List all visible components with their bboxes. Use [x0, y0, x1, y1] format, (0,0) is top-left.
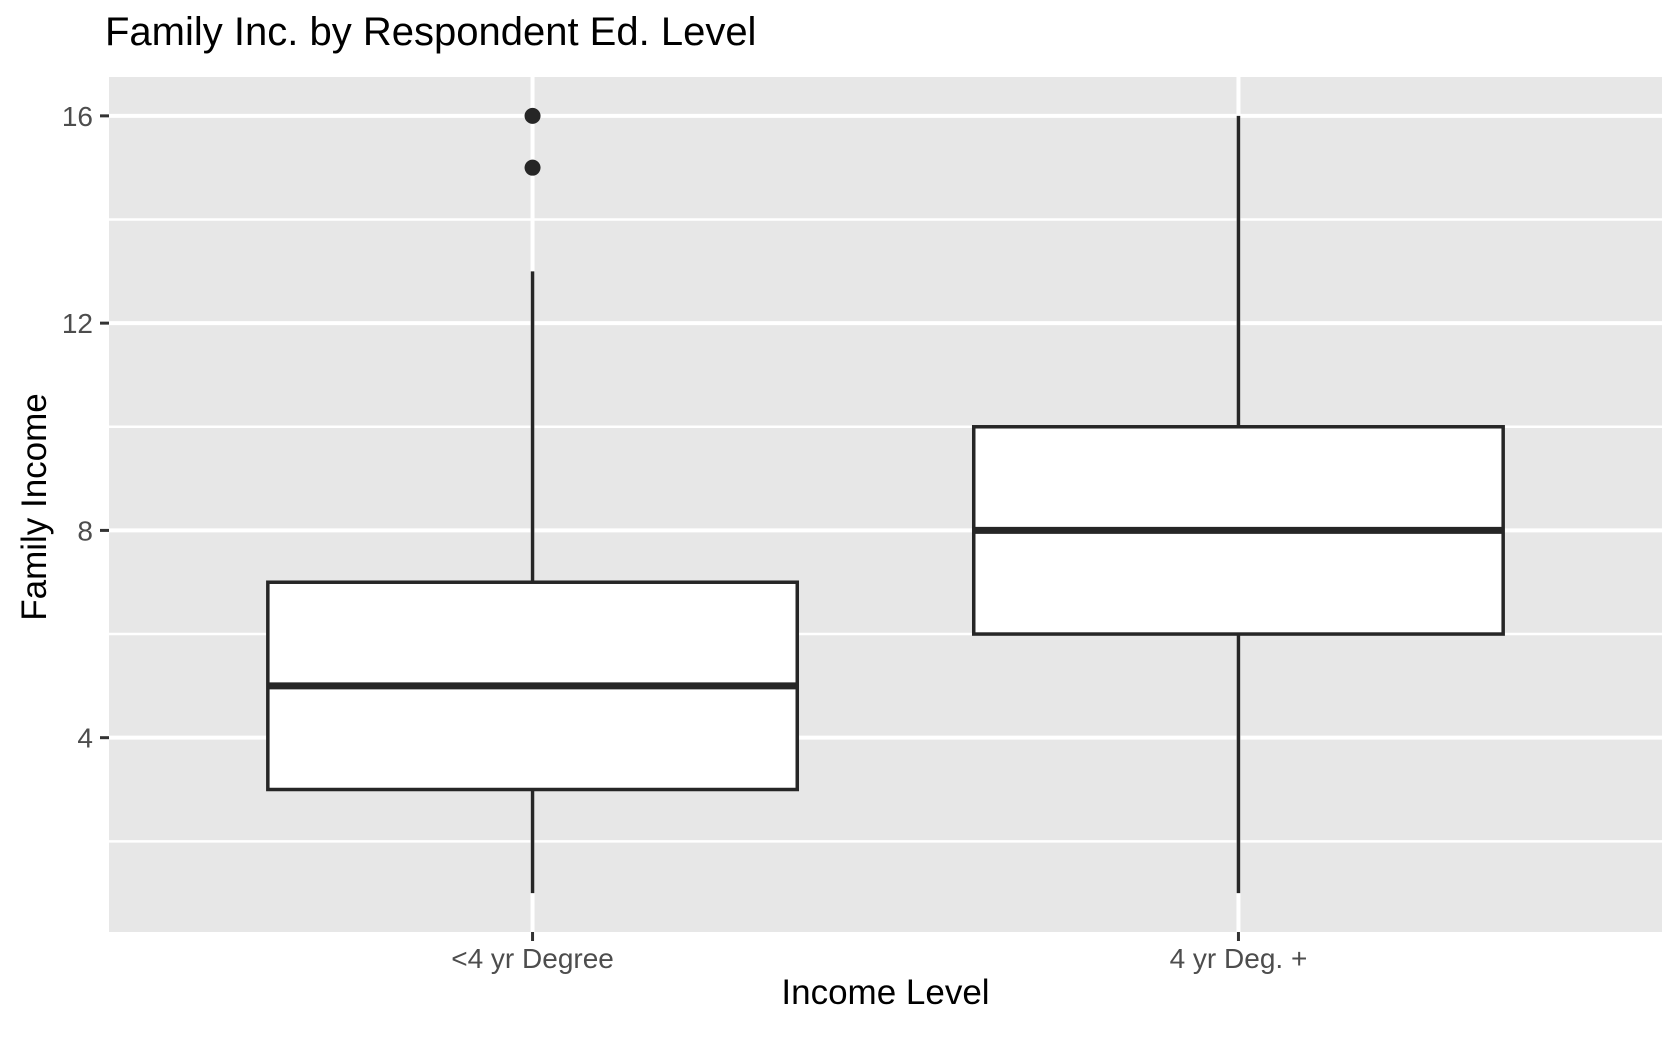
- x-tick-label: <4 yr Degree: [451, 943, 614, 974]
- x-tick-label: 4 yr Deg. +: [1170, 943, 1308, 974]
- y-tick-label: 8: [77, 515, 93, 546]
- chart-title: Family Inc. by Respondent Ed. Level: [105, 10, 757, 54]
- y-tick-label: 4: [77, 723, 93, 754]
- outlier-point: [524, 107, 541, 124]
- outlier-point: [524, 159, 541, 176]
- x-axis-title: Income Level: [781, 973, 990, 1012]
- y-tick-label: 16: [62, 101, 93, 132]
- y-tick-label: 12: [62, 308, 93, 339]
